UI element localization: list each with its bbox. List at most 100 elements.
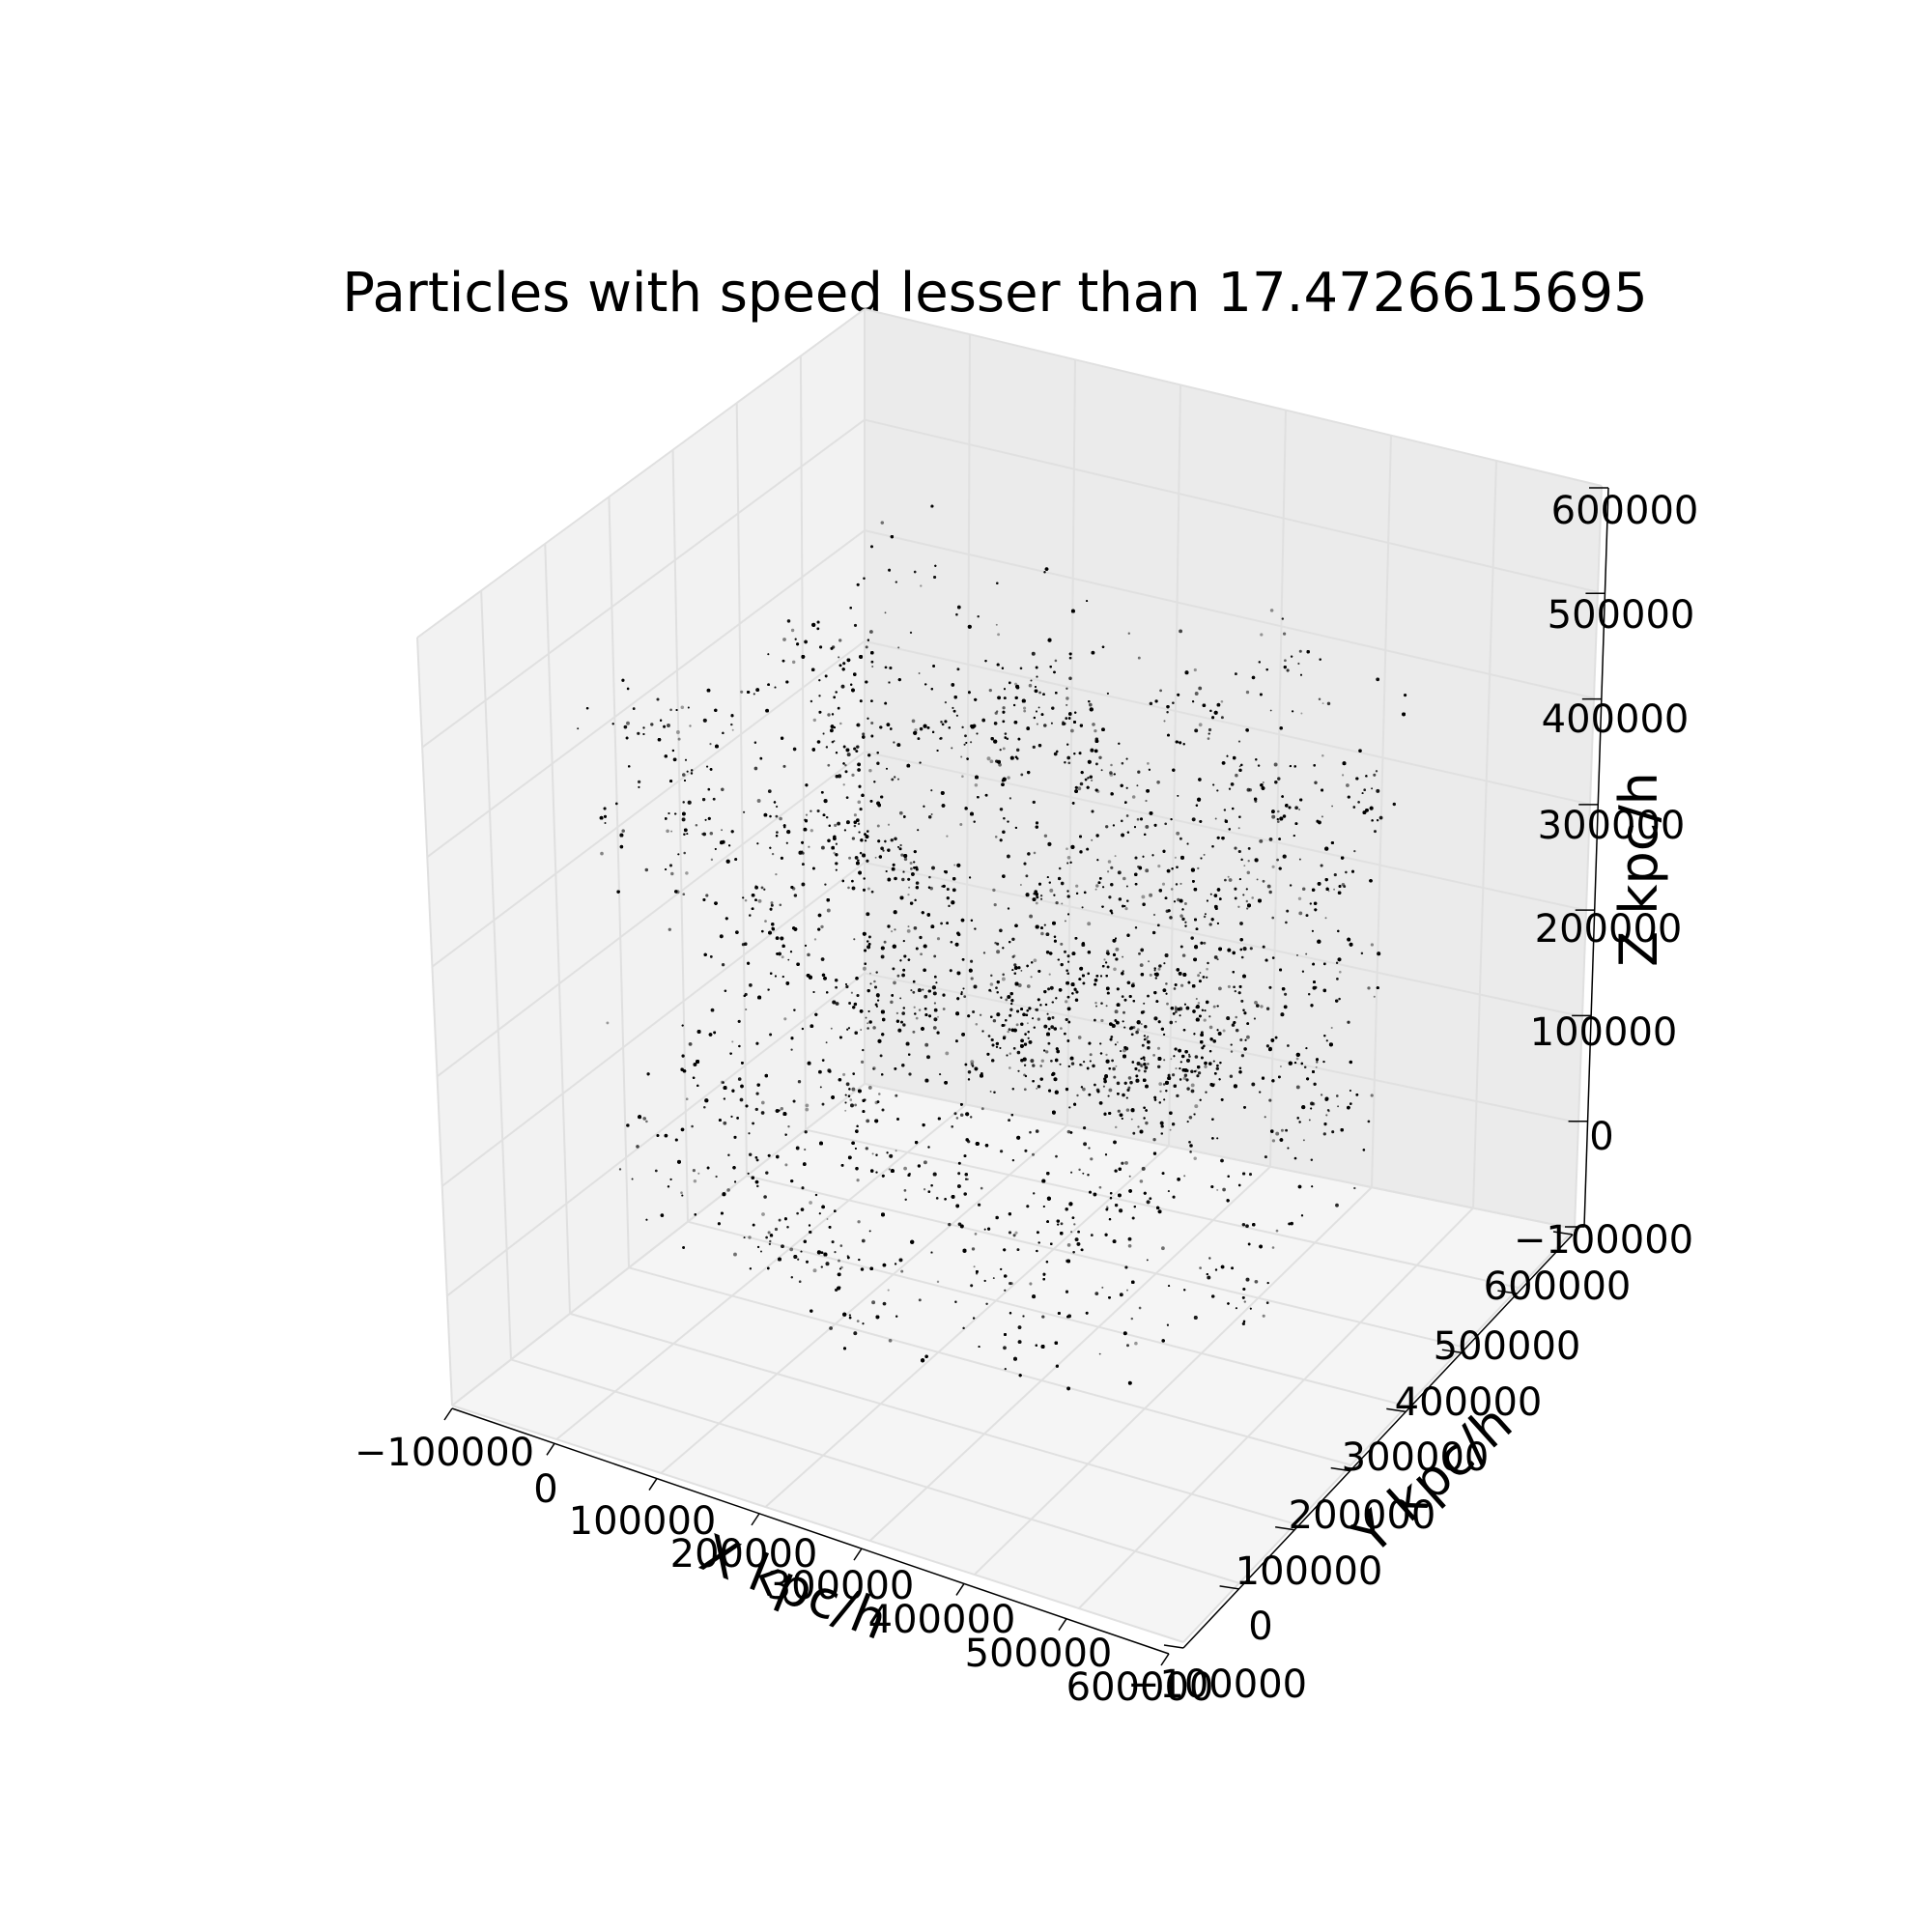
particle-point <box>1166 1002 1169 1006</box>
particle-point <box>721 787 724 792</box>
particle-point <box>801 850 804 853</box>
particle-point <box>740 690 744 694</box>
particle-point <box>1070 1231 1073 1234</box>
particle-point <box>721 829 724 832</box>
particle-point <box>1179 945 1183 949</box>
particle-point <box>810 810 812 812</box>
particle-point <box>753 693 755 696</box>
particle-point <box>1190 936 1194 940</box>
particle-point <box>894 928 896 931</box>
particle-point <box>1132 1131 1136 1135</box>
particle-point <box>833 851 836 855</box>
particle-point <box>1121 761 1124 765</box>
particle-point <box>1314 985 1318 989</box>
particle-point <box>1094 1292 1099 1295</box>
particle-point <box>970 1060 975 1065</box>
particle-point <box>1098 877 1102 880</box>
particle-point <box>946 835 949 838</box>
particle-point <box>1234 887 1237 891</box>
particle-point <box>1000 1150 1004 1153</box>
particle-point <box>1197 1002 1201 1005</box>
particle-point <box>818 679 821 682</box>
particle-point <box>1106 965 1110 969</box>
particle-point <box>804 639 808 644</box>
particle-point <box>909 631 913 635</box>
particle-point <box>1163 720 1166 723</box>
particle-point <box>985 1302 988 1306</box>
particle-point <box>721 963 725 967</box>
particle-point <box>1247 847 1251 850</box>
particle-point <box>1172 1122 1176 1126</box>
particle-point <box>670 830 673 833</box>
particle-point <box>1035 1129 1039 1133</box>
particle-point <box>1037 1017 1040 1021</box>
particle-point <box>1156 1046 1161 1050</box>
particle-point <box>1202 975 1206 979</box>
particle-point <box>1066 1129 1071 1134</box>
particle-point <box>975 1023 979 1026</box>
particle-point <box>940 721 943 724</box>
particle-point <box>1121 995 1124 998</box>
particle-point <box>1121 1161 1124 1165</box>
particle-point <box>1184 670 1189 675</box>
particle-point <box>1077 1036 1082 1039</box>
particle-point <box>1235 1015 1237 1019</box>
particle-point <box>1152 1054 1155 1057</box>
particle-point <box>783 1017 787 1021</box>
particle-point <box>812 718 817 723</box>
axis-panes <box>417 309 1602 1642</box>
particle-point <box>1213 955 1218 959</box>
particle-point <box>951 1125 953 1128</box>
particle-point <box>1023 1088 1027 1092</box>
particle-point <box>975 775 979 780</box>
particle-point <box>637 731 640 735</box>
particle-point <box>894 776 896 779</box>
particle-point <box>1188 1140 1191 1144</box>
particle-point <box>865 1147 868 1151</box>
particle-point <box>1137 770 1141 774</box>
particle-point <box>1173 987 1177 990</box>
particle-point <box>1295 1085 1300 1090</box>
particle-point <box>754 885 758 890</box>
particle-point <box>895 1094 898 1097</box>
particle-point <box>930 789 933 792</box>
particle-point <box>1206 976 1208 979</box>
particle-point <box>797 1080 802 1084</box>
particle-point <box>1337 1105 1340 1108</box>
particle-point <box>797 1258 800 1261</box>
particle-point <box>1189 1151 1192 1153</box>
particle-point <box>1156 780 1160 784</box>
particle-point <box>748 1236 752 1239</box>
particle-point <box>1186 1087 1190 1091</box>
particle-point <box>691 1124 694 1128</box>
particle-point <box>931 866 935 870</box>
particle-point <box>1019 884 1022 886</box>
particle-point <box>1174 1006 1178 1009</box>
particle-point <box>936 1280 940 1284</box>
particle-point <box>1039 1065 1043 1067</box>
chart-title: Particles with speed lesser than 17.4726… <box>342 262 1648 325</box>
particle-point <box>941 804 946 808</box>
particle-point <box>928 815 932 819</box>
particle-point <box>775 814 779 818</box>
particle-point <box>996 710 999 713</box>
particle-point <box>1107 1094 1110 1097</box>
particle-point <box>801 863 805 867</box>
particle-point <box>1245 1035 1250 1039</box>
particle-point <box>1237 991 1241 995</box>
particle-point <box>923 994 928 999</box>
particle-point <box>901 877 905 882</box>
particle-point <box>1159 1121 1164 1125</box>
particle-point <box>888 1338 893 1343</box>
particle-point <box>1140 1023 1143 1026</box>
particle-point <box>862 1048 865 1052</box>
particle-point <box>980 1107 984 1111</box>
particle-point <box>1013 963 1017 967</box>
particle-point <box>1131 1216 1135 1220</box>
particle-point <box>768 1242 772 1246</box>
particle-point <box>1235 1028 1239 1033</box>
particle-point <box>1114 855 1117 858</box>
particle-point <box>1220 1158 1224 1163</box>
particle-point <box>970 977 974 980</box>
particle-point <box>990 974 993 978</box>
